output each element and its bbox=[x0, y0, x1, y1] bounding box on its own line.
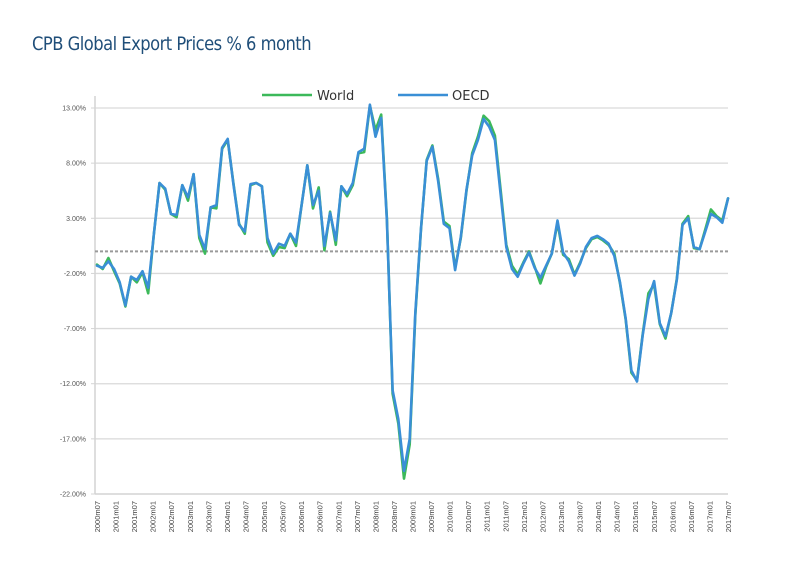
x-tick-label: 2013m07 bbox=[576, 501, 585, 532]
legend: World OECD bbox=[262, 89, 490, 104]
x-tick-label: 2015m07 bbox=[650, 501, 659, 532]
series-line-oecd bbox=[95, 103, 730, 473]
x-axis: 2000m07 2001m01 2001m07 2002m01 2002m07 2003m… bbox=[93, 493, 733, 532]
y-tick-label: 13.00% bbox=[62, 106, 86, 113]
x-tick-label: 2017m01 bbox=[705, 501, 714, 532]
x-tick-label: 2010m01 bbox=[446, 501, 455, 532]
y-tick-label: -22.00% bbox=[60, 492, 86, 499]
x-tick-label: 2007m07 bbox=[353, 501, 362, 532]
x-tick-label: 2011m07 bbox=[501, 501, 510, 532]
chart-title: CPB Global Export Prices % 6 month bbox=[32, 33, 312, 55]
x-tick-label: 2013m01 bbox=[557, 501, 566, 532]
x-tick-label: 2000m07 bbox=[93, 501, 102, 532]
x-tick-label: 2011m01 bbox=[483, 501, 492, 532]
y-tick-label: 3.00% bbox=[66, 216, 86, 223]
x-tick-label: 2005m07 bbox=[279, 501, 288, 532]
x-tick-label: 2006m01 bbox=[297, 501, 306, 532]
x-tick-label: 2002m01 bbox=[149, 501, 158, 532]
y-tick-label: -17.00% bbox=[60, 436, 86, 443]
x-tick-label: 2006m07 bbox=[316, 501, 325, 532]
x-tick-label: 2015m01 bbox=[631, 501, 640, 532]
legend-label-oecd: OECD bbox=[452, 89, 490, 104]
x-tick-label: 2008m07 bbox=[390, 501, 399, 532]
x-tick-label: 2010m07 bbox=[464, 501, 473, 532]
gridlines bbox=[95, 107, 728, 440]
y-tick-label: -7.00% bbox=[64, 326, 86, 333]
legend-label-world: World bbox=[317, 89, 354, 104]
x-tick-label: 2005m01 bbox=[260, 501, 269, 532]
series-lines bbox=[95, 103, 730, 480]
x-tick-label: 2008m01 bbox=[371, 501, 380, 532]
x-tick-label: 2014m01 bbox=[594, 501, 603, 532]
x-tick-label: 2002m07 bbox=[167, 501, 176, 532]
x-tick-label: 2003m07 bbox=[204, 501, 213, 532]
y-tick-label: -12.00% bbox=[60, 381, 86, 388]
y-tick-label: 8.00% bbox=[66, 161, 86, 168]
x-tick-label: 2004m01 bbox=[223, 501, 232, 532]
x-tick-label: 2009m01 bbox=[409, 501, 418, 532]
x-tick-label: 2001m07 bbox=[130, 501, 139, 532]
x-tick-label: 2003m01 bbox=[186, 501, 195, 532]
series-line-world bbox=[95, 104, 730, 480]
x-tick-label: 2016m07 bbox=[687, 501, 696, 532]
x-tick-label: 2016m01 bbox=[668, 501, 677, 532]
x-tick-label: 2017m07 bbox=[724, 501, 733, 532]
x-tick-label: 2004m07 bbox=[241, 501, 250, 532]
y-axis: 13.00% 8.00% 3.00% -2.00% -7.00% -12.00% -17.0… bbox=[60, 96, 96, 499]
x-tick-label: 2009m07 bbox=[427, 501, 436, 532]
x-tick-label: 2014m07 bbox=[613, 501, 622, 532]
x-tick-label: 2007m01 bbox=[334, 501, 343, 532]
y-tick-label: -2.00% bbox=[64, 271, 86, 278]
x-tick-label: 2001m01 bbox=[112, 501, 121, 532]
x-tick-label: 2012m07 bbox=[538, 501, 547, 532]
x-tick-label: 2012m01 bbox=[520, 501, 529, 532]
